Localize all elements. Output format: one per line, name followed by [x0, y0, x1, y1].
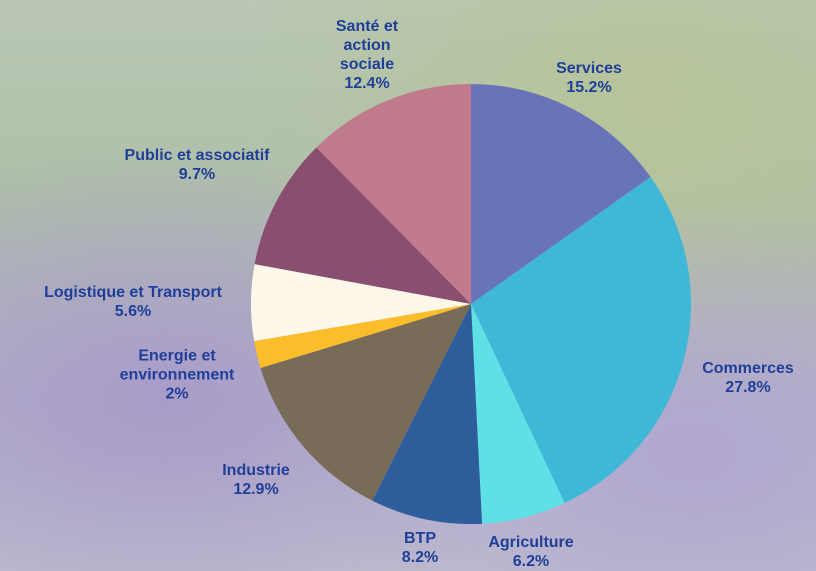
chart: Services15.2% Commerces27.8% Agriculture6.…: [0, 0, 816, 571]
value-label: 27.8%: [702, 378, 794, 397]
value-label: 8.2%: [402, 548, 438, 567]
value-label: 5.6%: [44, 302, 222, 321]
category-label: Public et associatif: [125, 146, 270, 165]
category-label: Logistique et Transport: [44, 283, 222, 302]
value-label: 12.9%: [222, 480, 290, 499]
value-label: 6.2%: [488, 552, 573, 571]
value-label: 15.2%: [556, 78, 622, 97]
category-label: Commerces: [702, 359, 794, 378]
category-label: Energie et environnement: [97, 347, 257, 385]
category-label: BTP: [402, 529, 438, 548]
value-label: 9.7%: [125, 165, 270, 184]
value-label: 2%: [97, 385, 257, 404]
category-label: Santé et action sociale: [322, 17, 412, 74]
value-label: 12.4%: [322, 74, 412, 93]
category-label: Industrie: [222, 461, 290, 480]
category-label: Agriculture: [488, 533, 573, 552]
category-label: Services: [556, 59, 622, 78]
